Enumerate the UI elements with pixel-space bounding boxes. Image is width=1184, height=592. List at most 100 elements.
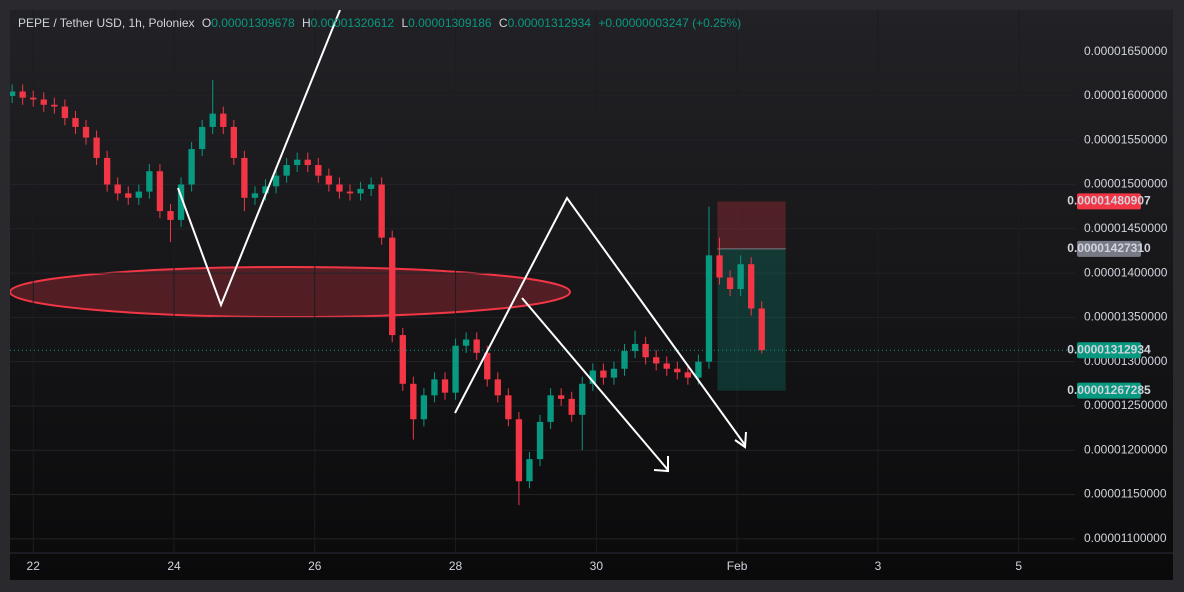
y-tick-label: 0.00001100000 xyxy=(1084,531,1167,545)
candle-body xyxy=(452,345,459,393)
candle-body xyxy=(705,255,713,362)
x-tick-label: 22 xyxy=(27,559,41,573)
candle-body xyxy=(726,277,734,290)
candle-body xyxy=(579,383,586,415)
candle-body xyxy=(631,343,639,352)
candle-body xyxy=(536,421,544,460)
candle-body xyxy=(209,113,216,127)
candle-body xyxy=(325,175,333,185)
candle-body xyxy=(716,255,723,278)
candle-body xyxy=(674,368,681,373)
candle-body xyxy=(82,126,90,138)
candle-body xyxy=(494,379,501,396)
candle-body xyxy=(653,357,660,364)
candle-body xyxy=(51,104,58,107)
close-label: C xyxy=(499,16,508,30)
low-value: 0.00001309186 xyxy=(408,16,492,30)
candle-body xyxy=(600,370,607,378)
price-tag xyxy=(1077,382,1141,399)
candle-body xyxy=(40,99,47,105)
candle-body xyxy=(19,91,26,98)
y-tick-label: 0.00001450000 xyxy=(1084,221,1168,235)
drawings xyxy=(177,10,747,473)
x-tick-label: 26 xyxy=(308,559,322,573)
candle-body xyxy=(177,184,185,220)
y-tick-label: 0.00001650000 xyxy=(1084,44,1168,58)
y-tick-label: 0.00001500000 xyxy=(1084,177,1168,191)
price-tag-label: 0.00001312934 xyxy=(1067,342,1151,356)
candle-body xyxy=(367,184,375,189)
candle-body xyxy=(389,237,396,336)
x-tick-label: 3 xyxy=(875,559,882,573)
legend: PEPE / Tether USD, 1h, Poloniex O0.00001… xyxy=(18,16,741,30)
candle-body xyxy=(230,126,238,158)
candle-body xyxy=(420,395,428,420)
low-label: L xyxy=(401,16,408,30)
x-tick-label: Feb xyxy=(727,559,748,573)
candle-body xyxy=(462,339,470,346)
open-label: O xyxy=(202,16,211,30)
candle-body xyxy=(441,379,449,393)
candle-body xyxy=(473,339,480,353)
arrow-head xyxy=(653,456,669,473)
price-tag xyxy=(1077,193,1141,210)
price-tag-label: 0.00001267285 xyxy=(1067,383,1151,397)
candle-body xyxy=(114,184,121,194)
plot-area xyxy=(10,10,1075,553)
candle-body xyxy=(125,193,132,198)
candle-body xyxy=(283,165,290,176)
candle-body xyxy=(589,370,596,384)
y-tick-label: 0.00001250000 xyxy=(1084,398,1168,412)
candle-body xyxy=(315,165,322,176)
candle-body xyxy=(505,395,512,420)
candle-body xyxy=(304,159,311,166)
zigzag-line xyxy=(177,10,341,308)
candle-body xyxy=(663,363,670,369)
candle-body xyxy=(526,459,533,482)
x-tick-label: 24 xyxy=(167,559,181,573)
candle-body xyxy=(557,395,565,399)
candle-body xyxy=(30,97,37,100)
candle-body xyxy=(695,361,702,378)
close-value: 0.00001312934 xyxy=(508,16,592,30)
candle-body xyxy=(103,157,111,185)
price-tag-label: 0.00001480907 xyxy=(1067,194,1151,208)
candle-body xyxy=(610,368,618,378)
price-tag xyxy=(1077,342,1141,359)
candle-body xyxy=(167,211,174,220)
y-tick-label: 0.00001150000 xyxy=(1084,487,1167,501)
candle-body xyxy=(336,184,343,192)
candle-body xyxy=(241,157,248,198)
candle-body xyxy=(346,191,354,194)
candle-body xyxy=(515,419,523,482)
candle-body xyxy=(642,343,649,358)
y-tick-label: 0.00001550000 xyxy=(1084,132,1168,146)
price-tag-label: 0.00001427310 xyxy=(1067,241,1151,255)
candle-body xyxy=(93,137,100,158)
candle-body xyxy=(262,186,269,194)
candle-body xyxy=(758,308,765,351)
candle-body xyxy=(399,335,406,384)
candle-body xyxy=(135,191,142,198)
candle-body xyxy=(410,383,417,420)
zigzag-line xyxy=(454,196,746,446)
x-tick-label: 28 xyxy=(449,559,463,573)
candle-body xyxy=(146,171,153,192)
x-tick-label: 5 xyxy=(1015,559,1022,573)
candle-body xyxy=(272,175,280,187)
candle-body xyxy=(621,351,628,369)
candle-body xyxy=(357,188,364,194)
candle-body xyxy=(10,91,16,96)
price-tag xyxy=(1077,240,1141,257)
position-risk xyxy=(717,201,786,249)
candle-body xyxy=(431,379,438,396)
open-value: 0.00001309678 xyxy=(211,16,295,30)
candle-body xyxy=(294,159,301,166)
candle-body xyxy=(156,171,164,212)
candle-body xyxy=(72,118,79,127)
drawing-ellipse xyxy=(10,266,571,318)
candle-body xyxy=(188,149,195,185)
arrow-line xyxy=(521,297,669,471)
